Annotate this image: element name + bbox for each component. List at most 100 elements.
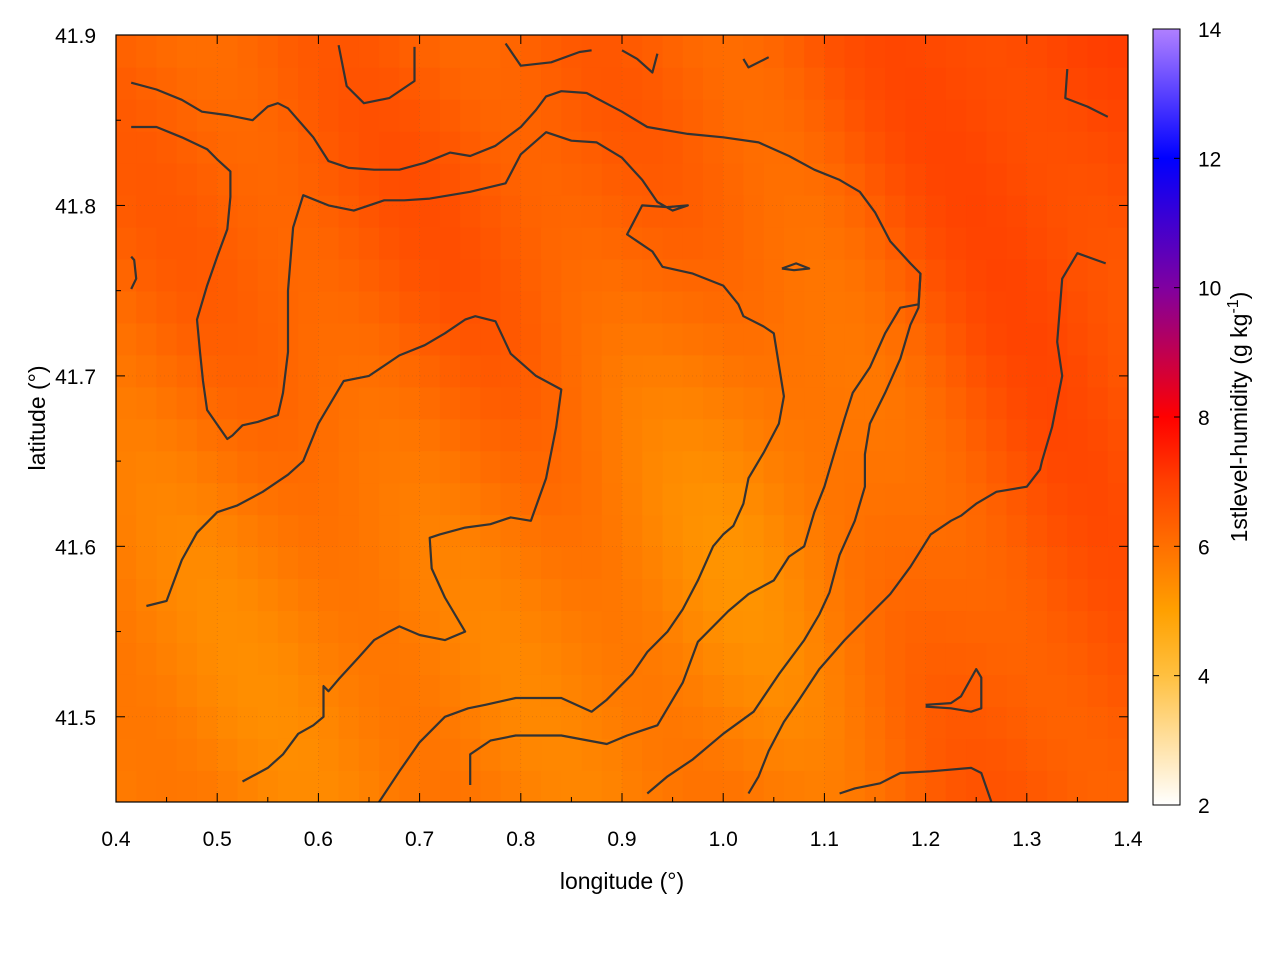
- field-cell: [358, 450, 380, 484]
- field-cell: [460, 226, 482, 260]
- field-cell: [844, 35, 866, 68]
- field-cell: [622, 98, 644, 132]
- field-cell: [541, 578, 563, 612]
- field-cell: [783, 770, 805, 802]
- field-cell: [136, 546, 158, 580]
- field-cell: [662, 66, 684, 100]
- field-cell: [1026, 130, 1048, 164]
- field-cell: [662, 258, 684, 292]
- field-cell: [358, 354, 380, 388]
- field-cell: [622, 514, 644, 548]
- field-cell: [723, 610, 745, 644]
- field-cell: [196, 66, 218, 100]
- field-cell: [257, 98, 279, 132]
- field-cell: [1107, 66, 1128, 100]
- field-cell: [298, 162, 320, 196]
- field-cell: [419, 706, 441, 739]
- field-cell: [844, 738, 866, 771]
- field-cell: [277, 514, 299, 548]
- field-cell: [1087, 354, 1109, 388]
- field-cell: [804, 674, 826, 707]
- field-cell: [176, 418, 198, 452]
- x-tick-label: 0.9: [607, 828, 636, 851]
- field-cell: [480, 450, 502, 484]
- field-cell: [237, 322, 259, 356]
- field-cell: [500, 482, 522, 516]
- field-cell: [136, 482, 158, 516]
- field-cell: [419, 674, 441, 707]
- y-tick-label: 41.5: [55, 707, 96, 730]
- field-cell: [824, 450, 846, 484]
- contour-line: [130, 255, 138, 290]
- field-cell: [338, 674, 360, 707]
- field-cell: [439, 386, 461, 420]
- field-cell: [702, 322, 724, 356]
- field-cell: [520, 674, 542, 707]
- field-cell: [1067, 706, 1089, 739]
- field-cell: [1006, 706, 1028, 739]
- field-cell: [1087, 194, 1109, 228]
- field-cell: [864, 226, 886, 260]
- field-cell: [601, 514, 623, 548]
- field-cell: [156, 706, 178, 739]
- field-cell: [662, 130, 684, 164]
- field-cell: [237, 66, 259, 100]
- field-cell: [925, 738, 947, 771]
- field-cell: [783, 354, 805, 388]
- field-cell: [581, 642, 603, 675]
- field-cell: [682, 546, 704, 580]
- field-cell: [642, 482, 664, 516]
- field-cell: [966, 98, 988, 132]
- field-cell: [116, 354, 138, 388]
- field-cell: [156, 578, 178, 612]
- field-cell: [358, 770, 380, 802]
- field-cell: [864, 546, 886, 580]
- field-cell: [601, 578, 623, 612]
- field-cell: [561, 258, 583, 292]
- field-cell: [358, 482, 380, 516]
- field-cell: [520, 418, 542, 452]
- field-cell: [945, 290, 967, 324]
- field-cell: [601, 770, 623, 802]
- field-cell: [1026, 770, 1048, 802]
- field-cell: [642, 738, 664, 771]
- field-cell: [541, 98, 563, 132]
- field-cell: [439, 35, 461, 68]
- field-cell: [864, 770, 886, 802]
- field-cell: [338, 290, 360, 324]
- field-cell: [480, 66, 502, 100]
- field-cell: [541, 66, 563, 100]
- field-cell: [966, 386, 988, 420]
- field-cell: [399, 706, 421, 739]
- field-cell: [358, 546, 380, 580]
- field-cell: [966, 450, 988, 484]
- field-cell: [1047, 546, 1069, 580]
- field-cell: [885, 674, 907, 707]
- field-cell: [905, 98, 927, 132]
- field-cell: [358, 258, 380, 292]
- field-cell: [217, 514, 239, 548]
- field-cell: [1087, 418, 1109, 452]
- field-cell: [338, 610, 360, 644]
- field-cell: [1067, 482, 1089, 516]
- field-cell: [581, 482, 603, 516]
- field-cell: [561, 610, 583, 644]
- field-cell: [318, 194, 340, 228]
- field-cell: [237, 546, 259, 580]
- field-cell: [480, 418, 502, 452]
- field-cell: [318, 226, 340, 260]
- field-cell: [116, 98, 138, 132]
- field-cell: [358, 578, 380, 612]
- field-cell: [196, 738, 218, 771]
- field-cell: [1047, 706, 1069, 739]
- field-cell: [358, 194, 380, 228]
- field-cell: [723, 450, 745, 484]
- field-cell: [399, 514, 421, 548]
- field-cell: [1087, 546, 1109, 580]
- field-cell: [824, 194, 846, 228]
- field-cell: [277, 162, 299, 196]
- field-cell: [925, 450, 947, 484]
- field-cell: [581, 98, 603, 132]
- field-cell: [541, 674, 563, 707]
- field-cell: [460, 770, 482, 802]
